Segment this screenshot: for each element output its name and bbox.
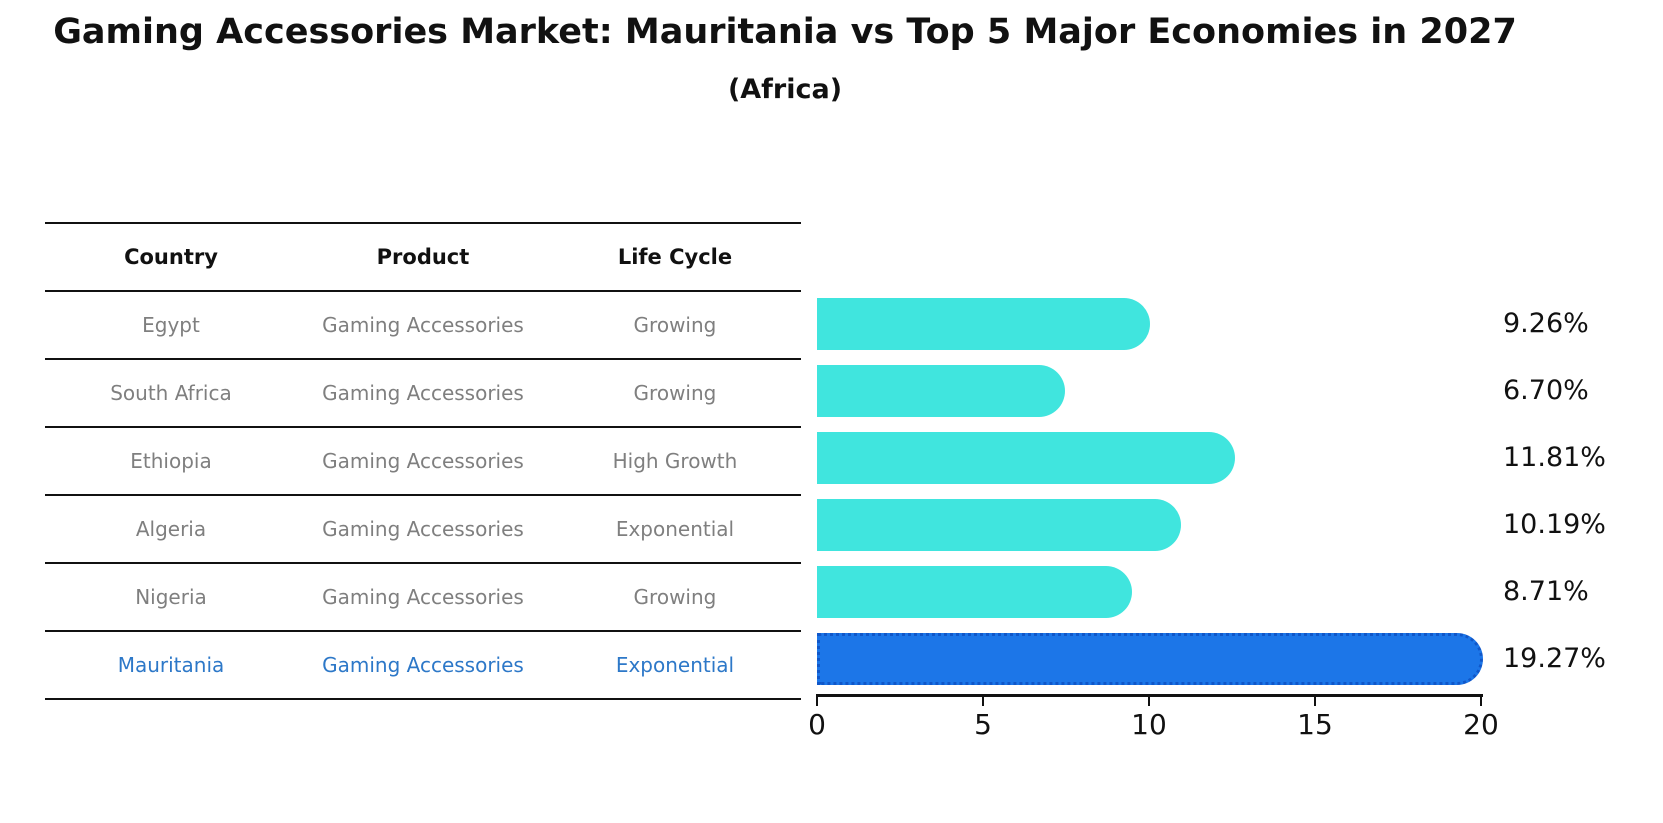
column-header-country: Country: [124, 245, 218, 269]
lifecycle-cell: Growing: [633, 313, 717, 337]
chart-title: Gaming Accessories Market: Mauritania vs…: [53, 12, 1517, 52]
table-header-row: Country Product Life Cycle: [45, 222, 801, 290]
value-label: 8.71%: [1503, 576, 1589, 607]
lifecycle-cell: Exponential: [615, 653, 735, 677]
table-bottom-border: [45, 698, 801, 700]
country-cell: Egypt: [142, 313, 200, 337]
bar-mauritania: [817, 632, 1483, 685]
table-body: Egypt Gaming Accessories Growing South Afri…: [45, 290, 801, 698]
bar-row: [817, 625, 1517, 692]
country-cell: South Africa: [110, 381, 232, 405]
table-row: Nigeria Gaming Accessories Growing: [45, 562, 801, 630]
bar-row: [817, 424, 1517, 491]
product-cell: Gaming Accessories: [322, 585, 524, 609]
bar-plot-area: [817, 290, 1517, 692]
bar-south-africa: [817, 364, 1066, 417]
country-cell: Algeria: [135, 517, 207, 541]
lifecycle-cell: Growing: [633, 381, 717, 405]
value-label: 10.19%: [1503, 509, 1606, 540]
x-tick-label: 20: [1463, 708, 1499, 741]
product-cell: Gaming Accessories: [322, 449, 524, 473]
country-table: Country Product Life Cycle Egypt Gaming A…: [45, 222, 801, 700]
lifecycle-cell: Exponential: [615, 517, 735, 541]
table-row: Egypt Gaming Accessories Growing: [45, 290, 801, 358]
product-cell: Gaming Accessories: [322, 517, 524, 541]
value-label: 9.26%: [1503, 308, 1589, 339]
bar-nigeria: [817, 565, 1133, 618]
column-header-lifecycle: Life Cycle: [617, 245, 733, 269]
product-cell: Gaming Accessories: [322, 653, 524, 677]
bar-algeria: [817, 498, 1182, 551]
x-tick-label: 0: [808, 708, 826, 741]
x-tick-label: 15: [1297, 708, 1333, 741]
value-label: 11.81%: [1503, 442, 1606, 473]
value-label: 6.70%: [1503, 375, 1589, 406]
product-cell: Gaming Accessories: [322, 381, 524, 405]
x-tick-label: 5: [974, 708, 992, 741]
country-cell: Nigeria: [135, 585, 207, 609]
x-tick-mark: [1147, 694, 1151, 706]
x-tick-mark: [1313, 694, 1317, 706]
column-header-product: Product: [376, 245, 470, 269]
x-tick-label: 10: [1131, 708, 1167, 741]
bar-row: [817, 558, 1517, 625]
country-cell: Mauritania: [117, 653, 225, 677]
country-cell: Ethiopia: [130, 449, 212, 473]
x-tick-mark: [1479, 694, 1483, 706]
table-row: Algeria Gaming Accessories Exponential: [45, 494, 801, 562]
product-cell: Gaming Accessories: [322, 313, 524, 337]
bar-egypt: [817, 297, 1151, 350]
bar-row: [817, 357, 1517, 424]
x-tick-mark: [815, 694, 819, 706]
bar-ethiopia: [817, 431, 1236, 484]
table-row: Ethiopia Gaming Accessories High Growth: [45, 426, 801, 494]
table-row: Mauritania Gaming Accessories Exponential: [45, 630, 801, 698]
bar-row: [817, 290, 1517, 357]
value-label: 19.27%: [1503, 643, 1606, 674]
bar-row: [817, 491, 1517, 558]
x-tick-mark: [981, 694, 985, 706]
table-row: South Africa Gaming Accessories Growing: [45, 358, 801, 426]
chart-subtitle: (Africa): [727, 74, 843, 105]
lifecycle-cell: High Growth: [612, 449, 738, 473]
lifecycle-cell: Growing: [633, 585, 717, 609]
